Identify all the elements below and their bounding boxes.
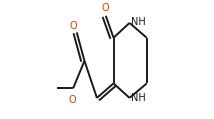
Text: O: O (70, 21, 78, 31)
Text: O: O (68, 95, 76, 105)
Text: NH: NH (131, 94, 146, 104)
Text: NH: NH (131, 17, 146, 27)
Text: O: O (101, 3, 109, 13)
